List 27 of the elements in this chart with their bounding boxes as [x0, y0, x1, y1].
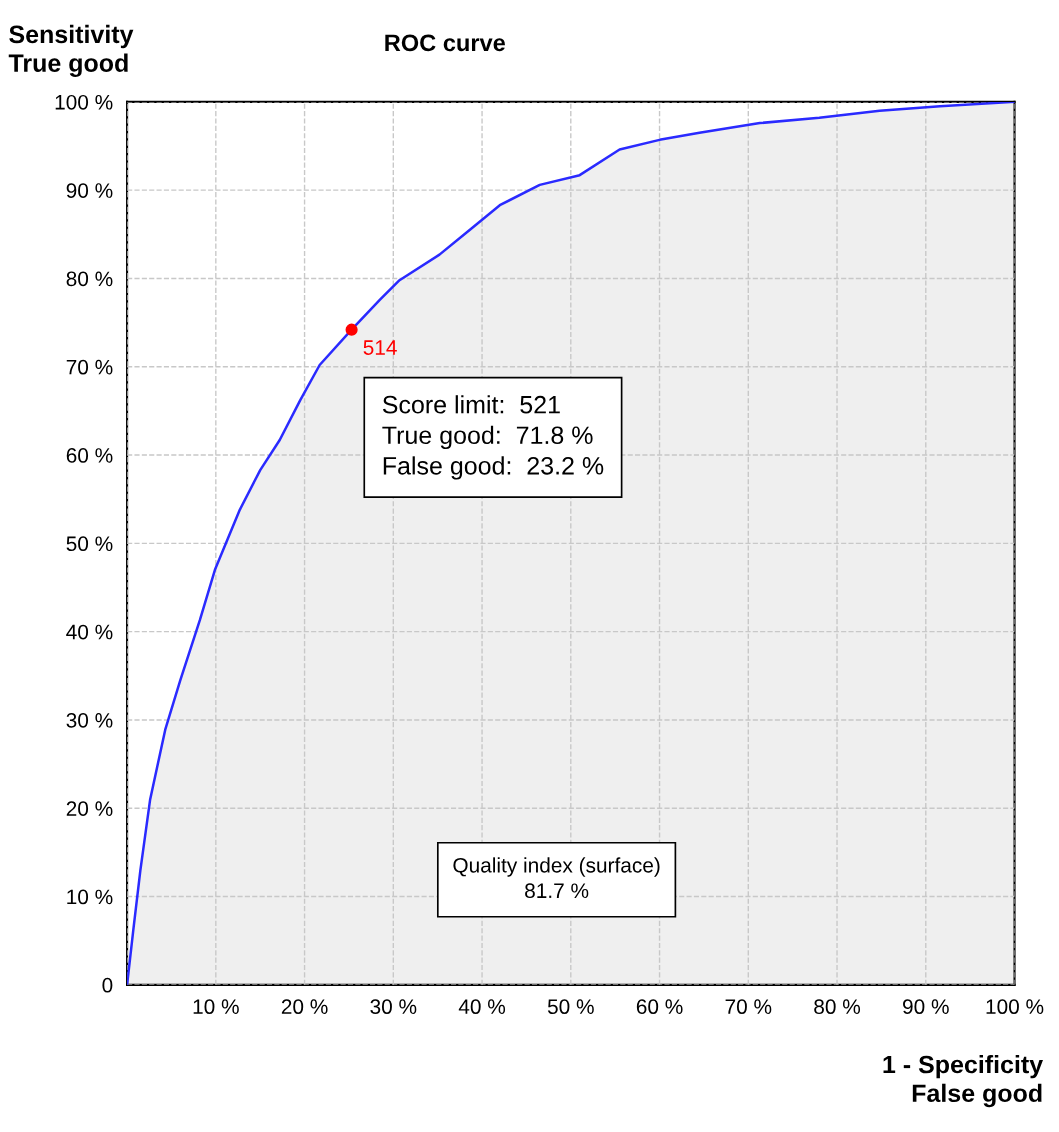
x-tick-label: 70 %: [725, 999, 772, 1015]
y-tick-label: 20 %: [66, 801, 113, 816]
y-tick-label: 90 %: [66, 183, 113, 198]
x-tick-label: 20 %: [281, 999, 328, 1015]
x-tick-label: 10 %: [193, 999, 239, 1015]
annotation: Score limit: 521 True good: 71.8 % False good: 23.2 %: [382, 395, 604, 480]
annotation: Quality index (surface) 81.7 %: [453, 857, 660, 899]
y-tick-label: 0: [102, 977, 113, 993]
y-tick-label: 80 %: [66, 271, 113, 287]
y-tick-label: 40 %: [66, 624, 113, 640]
x-tick-label: 80 %: [814, 999, 861, 1015]
x-tick-label: 30 %: [370, 999, 417, 1015]
x-axis-title: 1 - Specificity False good: [883, 1054, 1043, 1108]
chart-title: ROC curve: [385, 34, 505, 52]
annotation: 514: [363, 340, 397, 355]
y-axis-title: Sensitivity True good: [8, 24, 134, 78]
x-tick-label: 40 %: [458, 999, 506, 1015]
y-tick-label: 60 %: [66, 448, 113, 463]
y-tick-label: 70 %: [66, 359, 113, 375]
y-tick-label: 10 %: [67, 889, 113, 905]
x-tick-label: 100 %: [986, 999, 1044, 1015]
x-tick-label: 60 %: [636, 999, 683, 1015]
y-tick-label: 50 %: [66, 536, 113, 552]
y-tick-label: 100 %: [55, 94, 113, 110]
x-tick-label: 50 %: [547, 999, 594, 1015]
x-tick-label: 90 %: [903, 999, 949, 1015]
y-tick-label: 30 %: [66, 712, 113, 728]
